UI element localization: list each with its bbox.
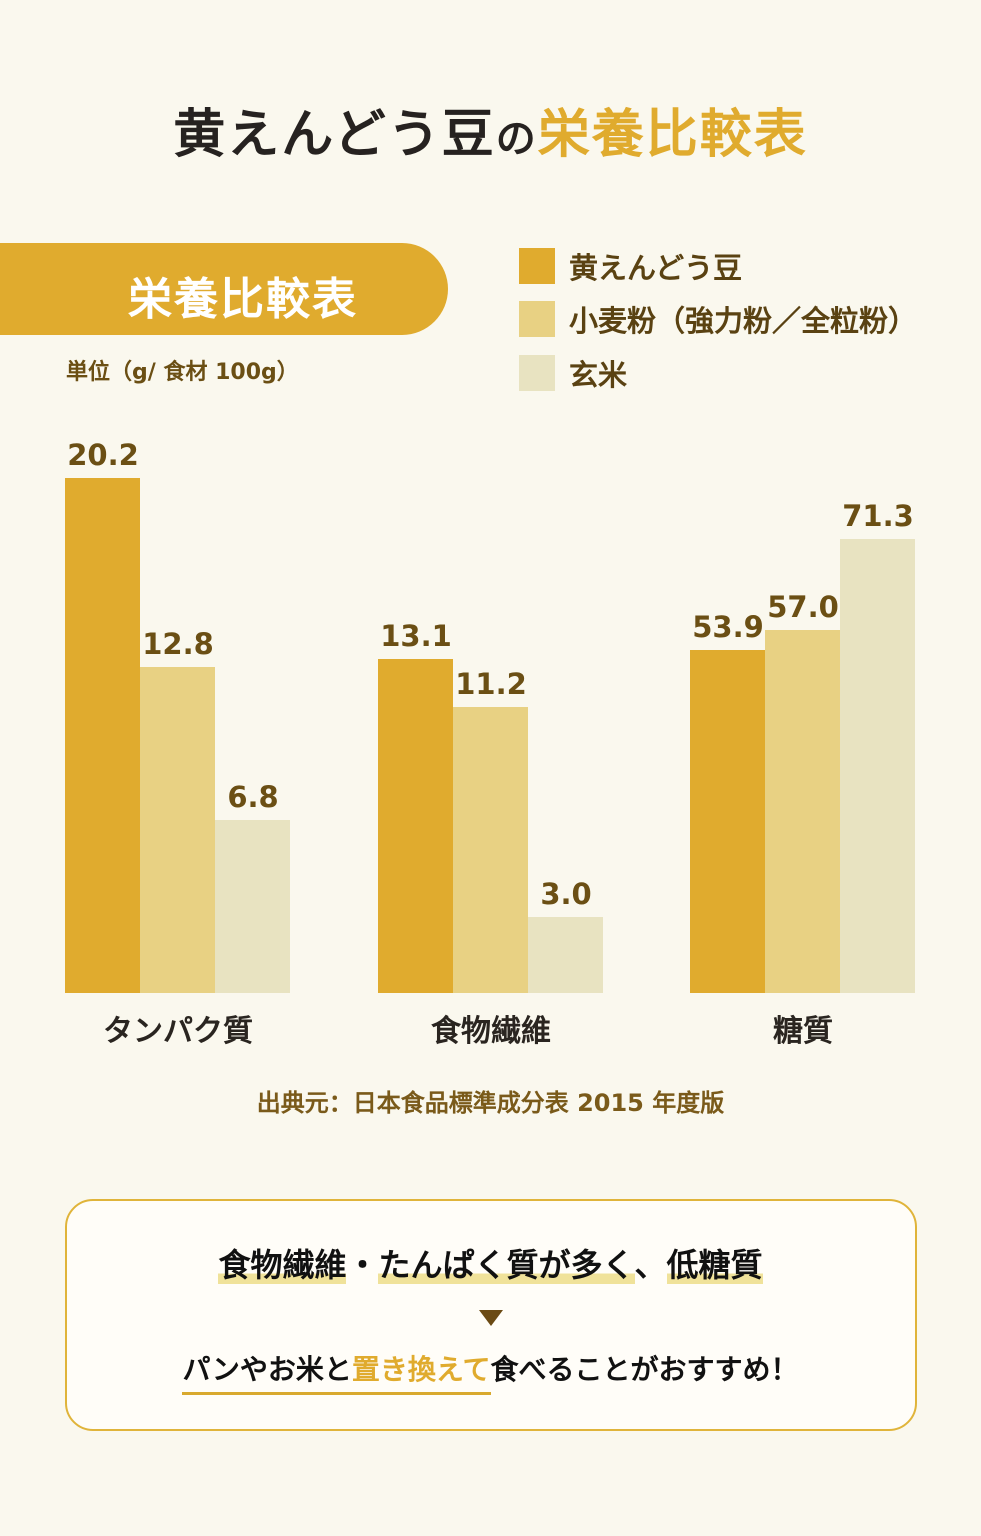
page-title: 黄えんどう豆の栄養比較表	[0, 92, 981, 167]
value-label: 12.8	[142, 626, 214, 661]
legend-item-brown-rice: 玄米	[519, 352, 627, 394]
value-label: 20.2	[67, 437, 139, 472]
section-pill: 栄養比較表	[0, 243, 448, 335]
separator: ・	[346, 1246, 379, 1284]
value-label: 57.0	[767, 589, 839, 624]
unit-label: 単位（g/ 食材 100g）	[66, 360, 299, 385]
summary-line-2: パンやお米と置き換えて食べることがおすすめ！	[0, 1348, 981, 1395]
text-recommend: 食べることがおすすめ！	[490, 1353, 799, 1386]
legend-item-wheat: 小麦粉（強力粉／全粒粉）	[519, 298, 917, 340]
highlight-protein: たんぱく質が多く	[378, 1246, 635, 1284]
value-label: 53.9	[692, 609, 764, 644]
legend-label: 玄米	[569, 358, 628, 392]
bar-0-0	[65, 477, 140, 993]
bar-2-0	[690, 649, 765, 993]
value-label: 71.3	[842, 498, 914, 533]
value-label: 11.2	[455, 667, 527, 702]
bar-1-0	[378, 658, 453, 993]
legend-item-yellow-pea: 黄えんどう豆	[519, 245, 742, 287]
title-particle: の	[495, 116, 538, 162]
title-main: 黄えんどう豆	[173, 105, 496, 165]
bar-2-1	[765, 629, 840, 993]
bar-2-2	[840, 538, 915, 993]
value-label: 6.8	[227, 779, 279, 814]
category-label: タンパク質	[103, 1014, 253, 1049]
arrow-down-icon	[479, 1310, 503, 1326]
summary-line-1: 食物繊維・たんぱく質が多く、低糖質	[0, 1240, 981, 1286]
bar-1-1	[453, 707, 528, 993]
bar-0-2	[215, 819, 290, 993]
legend-label: 小麦粉（強力粉／全粒粉）	[569, 304, 918, 338]
text-bread-rice: パンやお米と	[182, 1353, 352, 1386]
highlight-fiber: 食物繊維	[218, 1246, 347, 1284]
value-label: 13.1	[380, 618, 452, 653]
legend-swatch	[519, 355, 555, 391]
highlight-low-sugar: 低糖質	[666, 1246, 763, 1284]
value-label: 3.0	[540, 876, 592, 911]
bar-1-2	[528, 916, 603, 993]
title-highlight: 栄養比較表	[537, 105, 808, 165]
legend-label: 黄えんどう豆	[569, 251, 743, 285]
category-label: 食物繊維	[431, 1014, 551, 1049]
legend-swatch	[519, 301, 555, 337]
pill-label: 栄養比較表	[128, 274, 358, 325]
separator: 、	[634, 1246, 667, 1284]
category-label: 糖質	[773, 1014, 833, 1049]
legend-swatch	[519, 248, 555, 284]
bar-0-1	[140, 666, 215, 993]
source-note: 出典元：日本食品標準成分表 2015 年度版	[256, 1089, 725, 1117]
text-replace: 置き換えて	[351, 1353, 491, 1386]
